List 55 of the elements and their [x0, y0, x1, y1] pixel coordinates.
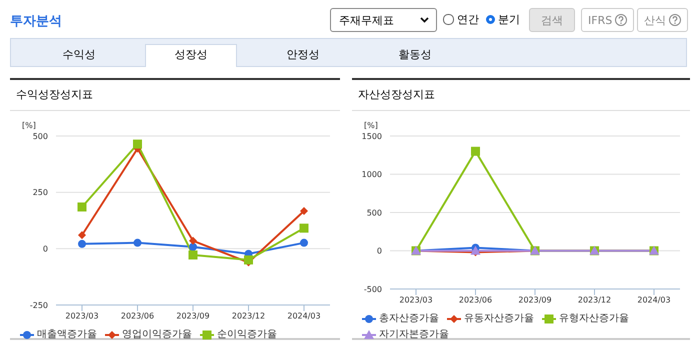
- point: [300, 238, 308, 247]
- y-tick-label: 500: [366, 208, 382, 218]
- y-tick-label: 1500: [362, 132, 382, 141]
- point: [300, 207, 308, 216]
- point: [189, 242, 197, 251]
- text: 투자분석: [10, 13, 62, 30]
- x-tick-label: 2024/03: [637, 296, 671, 305]
- x-tick-label: 2023/03: [65, 312, 99, 321]
- x-tick-label: 2023/03: [399, 296, 433, 305]
- y-tick-label: 1000: [362, 170, 382, 180]
- legend-label: 자기자본증가율: [378, 328, 449, 342]
- text: 산식: [637, 8, 688, 32]
- text: 연간: [457, 13, 479, 26]
- x-tick-label: 2023/06: [458, 296, 492, 305]
- text: 주재무제표: [330, 8, 437, 32]
- point: [471, 146, 480, 156]
- text: 안정성: [286, 47, 320, 63]
- y-axis-title: [%]: [22, 121, 36, 130]
- y-tick-label: 500: [32, 132, 48, 141]
- x-tick-label: 2023/06: [120, 312, 154, 321]
- y-tick-label: 0: [376, 246, 382, 256]
- point: [244, 255, 253, 264]
- point: [78, 240, 86, 248]
- x-tick-label: 2024/03: [287, 312, 321, 321]
- point: [78, 231, 86, 240]
- legend-label: 유형자산증가율: [558, 312, 629, 326]
- text: 수익성: [62, 47, 96, 63]
- point: [134, 238, 142, 247]
- y-tick-label: 0: [42, 244, 48, 254]
- text: 분기: [498, 13, 520, 26]
- y-tick-label: -500: [364, 284, 382, 294]
- point: [300, 224, 308, 233]
- text: 성장성: [145, 44, 237, 67]
- point: [188, 250, 198, 260]
- x-tick-label: 2023/09: [518, 296, 552, 305]
- x-tick-label: 2023/12: [232, 312, 266, 321]
- legend-label: 순이익증가율: [216, 328, 277, 342]
- x-tick-label: 2023/09: [176, 312, 210, 321]
- y-tick-label: -250: [30, 300, 48, 310]
- chart-title: 수익성장성지표: [10, 80, 340, 111]
- text: 검색: [529, 8, 575, 32]
- legend-label: 유동자산증가율: [463, 312, 534, 326]
- x-tick-label: 2023/12: [578, 296, 612, 305]
- y-axis-title: [%]: [364, 121, 378, 130]
- point: [78, 202, 86, 212]
- legend-label: 매출액증가율: [36, 328, 97, 342]
- text: 활동성: [398, 47, 432, 63]
- chart-title: 자산성장성지표: [352, 80, 690, 111]
- point: [133, 140, 142, 149]
- point: [470, 246, 480, 255]
- text: IFRS: [581, 8, 634, 32]
- legend-label: 총자산증가율: [378, 312, 439, 326]
- legend-label: 영업이익증가율: [121, 328, 192, 342]
- y-tick-label: 250: [32, 188, 48, 198]
- point: [189, 236, 197, 245]
